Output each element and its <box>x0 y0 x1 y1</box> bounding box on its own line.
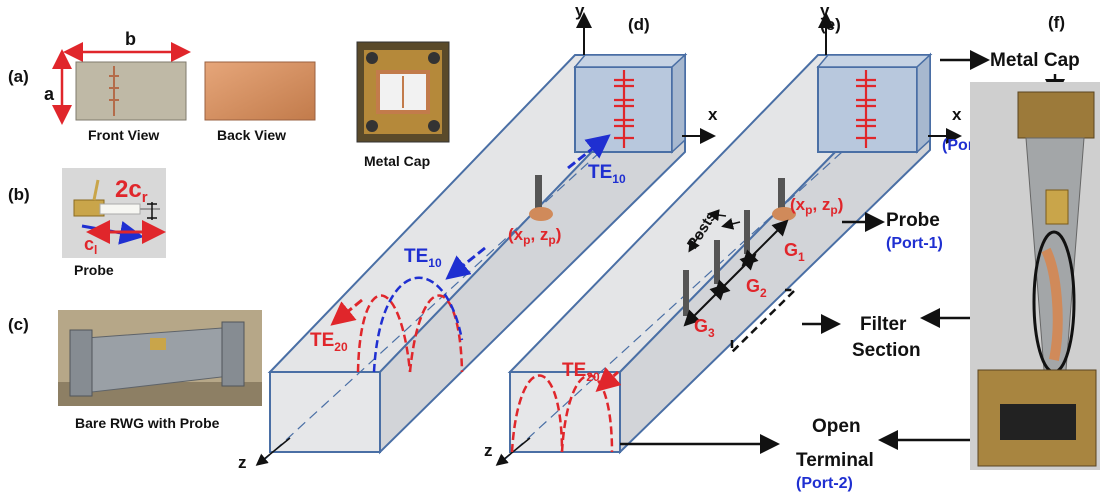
filter-motif-e <box>856 70 876 148</box>
axis-y-d: y <box>575 1 585 20</box>
z-axis-dashed-e <box>501 151 843 463</box>
open-callout-2: Terminal <box>796 450 874 471</box>
te20-label-e: TE20 <box>562 360 600 384</box>
panel-label-d: (d) <box>628 15 650 34</box>
front-view-board <box>75 61 187 121</box>
te20-arrow-d <box>330 298 363 326</box>
axis-y-e: y <box>820 1 830 20</box>
te10-arc <box>372 276 464 373</box>
metal-cap-callout: Metal Cap <box>990 50 1080 71</box>
probe-base-e <box>772 207 796 221</box>
panel-label-f: (f) <box>1048 13 1065 32</box>
probe-pin-d <box>535 175 542 211</box>
post-2 <box>714 240 720 284</box>
cl-label: cl <box>84 234 97 257</box>
panel-label-c: (c) <box>8 315 29 334</box>
panel-a: (a) b a Front View Back View Metal Cap <box>8 29 450 169</box>
filter-callout-2: Section <box>852 340 921 361</box>
panel-label-a: (a) <box>8 67 29 86</box>
gap-g3-arrow <box>683 283 727 327</box>
panel-c: (c) Bare RWG with Probe <box>8 310 262 431</box>
te10-arrow-mid <box>445 246 486 280</box>
te20-arrow-e <box>595 367 622 392</box>
waveguide-e-front-face <box>509 371 621 453</box>
panel-e: (e) z y x (xp, zp) Posts <box>484 1 962 466</box>
2cr-label: 2cr <box>115 176 148 206</box>
axis-z-d: z <box>238 453 247 472</box>
gap-g3-label: G3 <box>694 316 715 340</box>
post-1 <box>744 210 750 254</box>
probe-position-d: (xp, zp) <box>508 225 561 247</box>
panel-f: (f) <box>970 13 1100 470</box>
axis-z-e: z <box>484 441 493 460</box>
te20-arc-e-2 <box>560 374 614 453</box>
probe-callout: Probe <box>886 210 940 231</box>
panel-b: (b) cl 2cr Probe <box>8 168 166 278</box>
filter-motif-d <box>614 70 634 148</box>
axis-x-d: x <box>708 105 718 124</box>
filter-bracket <box>730 288 799 355</box>
probe-pin-e <box>778 178 785 212</box>
dimension-a-label: a <box>44 84 55 104</box>
metal-cap-caption: Metal Cap <box>364 153 430 169</box>
back-view-caption: Back View <box>217 127 286 143</box>
te20-arc-1 <box>356 294 412 373</box>
port2-label: (Port-2) <box>796 475 853 492</box>
gap-g1-label: G1 <box>784 240 805 264</box>
te10-arrow-top <box>567 134 611 170</box>
z-axis-dashed-d <box>261 151 601 463</box>
dimension-b-label: b <box>125 29 136 49</box>
panel-d: (d) z y x (xp, zp) <box>238 1 718 472</box>
open-callout-1: Open <box>812 416 861 437</box>
te20-arc-e-1 <box>510 374 564 453</box>
te20-label-d: TE20 <box>310 330 348 354</box>
te10-label-top: TE10 <box>588 162 626 186</box>
probe-caption: Probe <box>74 262 114 278</box>
gap-g1-arrow <box>741 219 789 267</box>
post-3 <box>683 270 689 316</box>
probe-position-e: (xp, zp) <box>790 195 843 217</box>
panel-label-b: (b) <box>8 185 30 204</box>
probe-base-d <box>529 207 553 221</box>
te20-arc-2 <box>408 294 464 373</box>
bare-rwg-caption: Bare RWG with Probe <box>75 415 220 431</box>
axis-x-e: x <box>952 105 962 124</box>
filter-callout-1: Filter <box>860 314 907 335</box>
gap-g2-label: G2 <box>746 276 767 300</box>
back-view-board <box>204 61 316 121</box>
front-view-caption: Front View <box>88 127 159 143</box>
te10-label-mid: TE10 <box>404 246 442 270</box>
port1-label: (Port-1) <box>886 235 943 252</box>
